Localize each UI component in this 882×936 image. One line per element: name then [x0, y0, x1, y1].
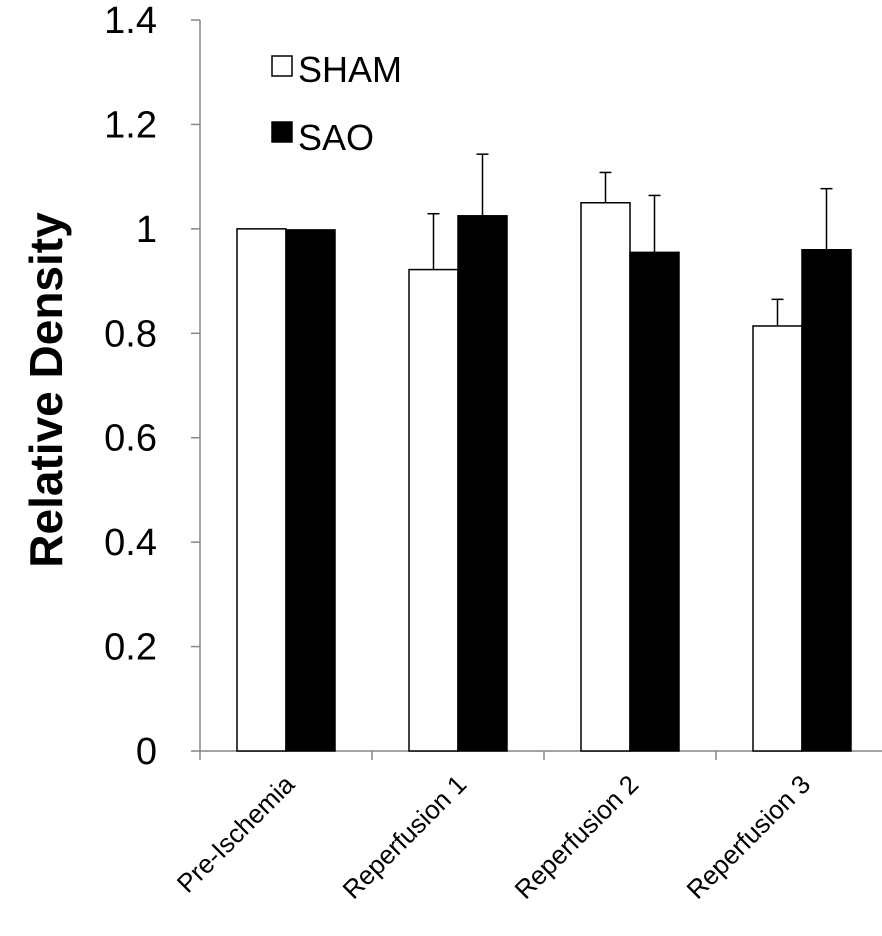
- bars: [236, 202, 852, 752]
- y-ticks: 0 0.2 0.4 0.6 0.8 1 1.2 1.4: [104, 0, 200, 773]
- y-tick-label: 0.8: [104, 313, 157, 355]
- y-tick-label: 1: [136, 209, 157, 251]
- x-tick-label: Pre-Ischemia: [171, 769, 301, 899]
- error-bars: [427, 153, 833, 326]
- y-tick-label: 0.4: [104, 522, 157, 564]
- legend-swatch-sao: [271, 121, 293, 143]
- bar-sham: [580, 202, 631, 752]
- y-tick-label: 1.2: [104, 104, 157, 146]
- y-tick-label: 0.2: [104, 627, 157, 669]
- x-ticks: Pre-Ischemia Reperfusion 1 Reperfusion 2 Re…: [171, 751, 817, 905]
- y-tick-label: 0: [136, 731, 157, 773]
- y-tick-label: 0.6: [104, 418, 157, 460]
- bar-sao: [801, 248, 852, 752]
- bar-sham: [236, 228, 287, 752]
- bar-sao: [285, 229, 336, 752]
- bar-sham: [408, 268, 459, 752]
- y-tick-label: 1.4: [104, 0, 157, 42]
- y-axis-label: Relative Density: [20, 212, 72, 568]
- x-tick-label: Reperfusion 3: [681, 769, 817, 905]
- bar-sao: [457, 215, 508, 752]
- bar-sham: [752, 325, 803, 752]
- legend-label-sao: SAO: [298, 117, 374, 158]
- legend-swatch-sham: [271, 55, 293, 77]
- bar-sao: [629, 251, 680, 752]
- x-tick-label: Reperfusion 1: [337, 769, 473, 905]
- x-tick-label: Reperfusion 2: [509, 769, 645, 905]
- legend-label-sham: SHAM: [298, 49, 402, 90]
- legend: SHAM SAO: [271, 49, 402, 158]
